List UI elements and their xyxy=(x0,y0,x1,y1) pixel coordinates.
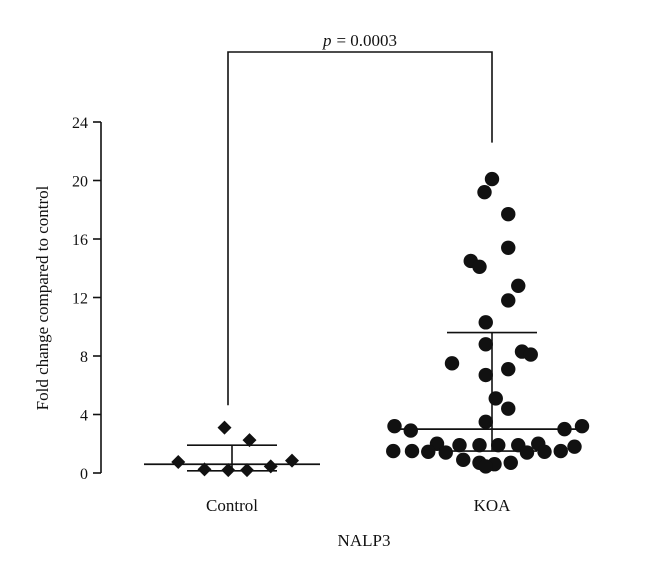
p-value-annotation: p = 0.0003 xyxy=(322,31,397,50)
data-points xyxy=(171,171,590,478)
x-tick-label-koa: KOA xyxy=(474,496,512,515)
control-data-point xyxy=(263,459,278,474)
koa-data-point xyxy=(567,439,582,454)
significance-bracket xyxy=(227,51,493,406)
koa-data-point xyxy=(574,419,590,434)
x-tick-label-control: Control xyxy=(206,496,258,515)
control-data-point xyxy=(217,420,232,435)
control-data-point xyxy=(221,463,236,478)
p-value-symbol: p xyxy=(322,31,332,50)
koa-data-point xyxy=(404,443,420,459)
y-tick-label: 16 xyxy=(72,232,88,249)
koa-data-point xyxy=(438,445,453,460)
p-value-text: = 0.0003 xyxy=(336,31,397,50)
koa-data-point xyxy=(503,455,518,470)
control-data-point xyxy=(171,455,186,470)
koa-data-point xyxy=(472,259,487,274)
y-tick-label: 4 xyxy=(80,408,88,425)
koa-data-point xyxy=(484,171,500,187)
koa-data-point xyxy=(478,414,493,430)
y-tick-label: 20 xyxy=(72,174,88,191)
koa-data-point xyxy=(478,315,493,330)
koa-data-point xyxy=(456,452,471,468)
koa-data-point xyxy=(501,206,516,222)
koa-data-point xyxy=(477,185,492,200)
koa-data-point xyxy=(478,459,493,474)
koa-data-point xyxy=(386,443,401,459)
koa-data-point xyxy=(452,438,467,453)
koa-data-point xyxy=(511,278,526,293)
y-axis: 0 4 8 12 16 20 24 xyxy=(72,115,102,483)
control-data-point xyxy=(242,433,257,448)
koa-data-point xyxy=(472,438,487,453)
y-axis-title: Fold change compared to control xyxy=(33,185,52,410)
koa-data-point xyxy=(501,361,516,377)
koa-data-point xyxy=(478,367,493,383)
control-data-point xyxy=(197,462,212,477)
koa-data-point xyxy=(523,347,538,362)
koa-data-point xyxy=(501,293,516,308)
koa-data-point xyxy=(557,421,572,437)
koa-data-point xyxy=(488,391,503,406)
y-tick-label: 8 xyxy=(80,349,88,366)
koa-data-point xyxy=(403,423,418,438)
x-axis-title: NALP3 xyxy=(338,531,391,550)
bracket-line xyxy=(227,51,493,406)
control-data-point xyxy=(240,463,254,478)
koa-data-point xyxy=(444,356,460,371)
koa-data-point xyxy=(421,444,436,459)
control-data-point xyxy=(285,453,299,468)
y-tick-label: 24 xyxy=(72,115,88,132)
koa-data-point xyxy=(553,443,568,459)
koa-data-point xyxy=(491,438,506,453)
koa-data-point xyxy=(501,401,516,416)
y-tick-label: 0 xyxy=(80,466,88,483)
koa-data-point xyxy=(478,337,493,352)
koa-data-point xyxy=(537,444,552,459)
koa-data-point xyxy=(387,419,402,434)
koa-data-point xyxy=(501,240,516,255)
koa-data-point xyxy=(519,445,535,460)
y-tick-label: 12 xyxy=(72,291,88,308)
